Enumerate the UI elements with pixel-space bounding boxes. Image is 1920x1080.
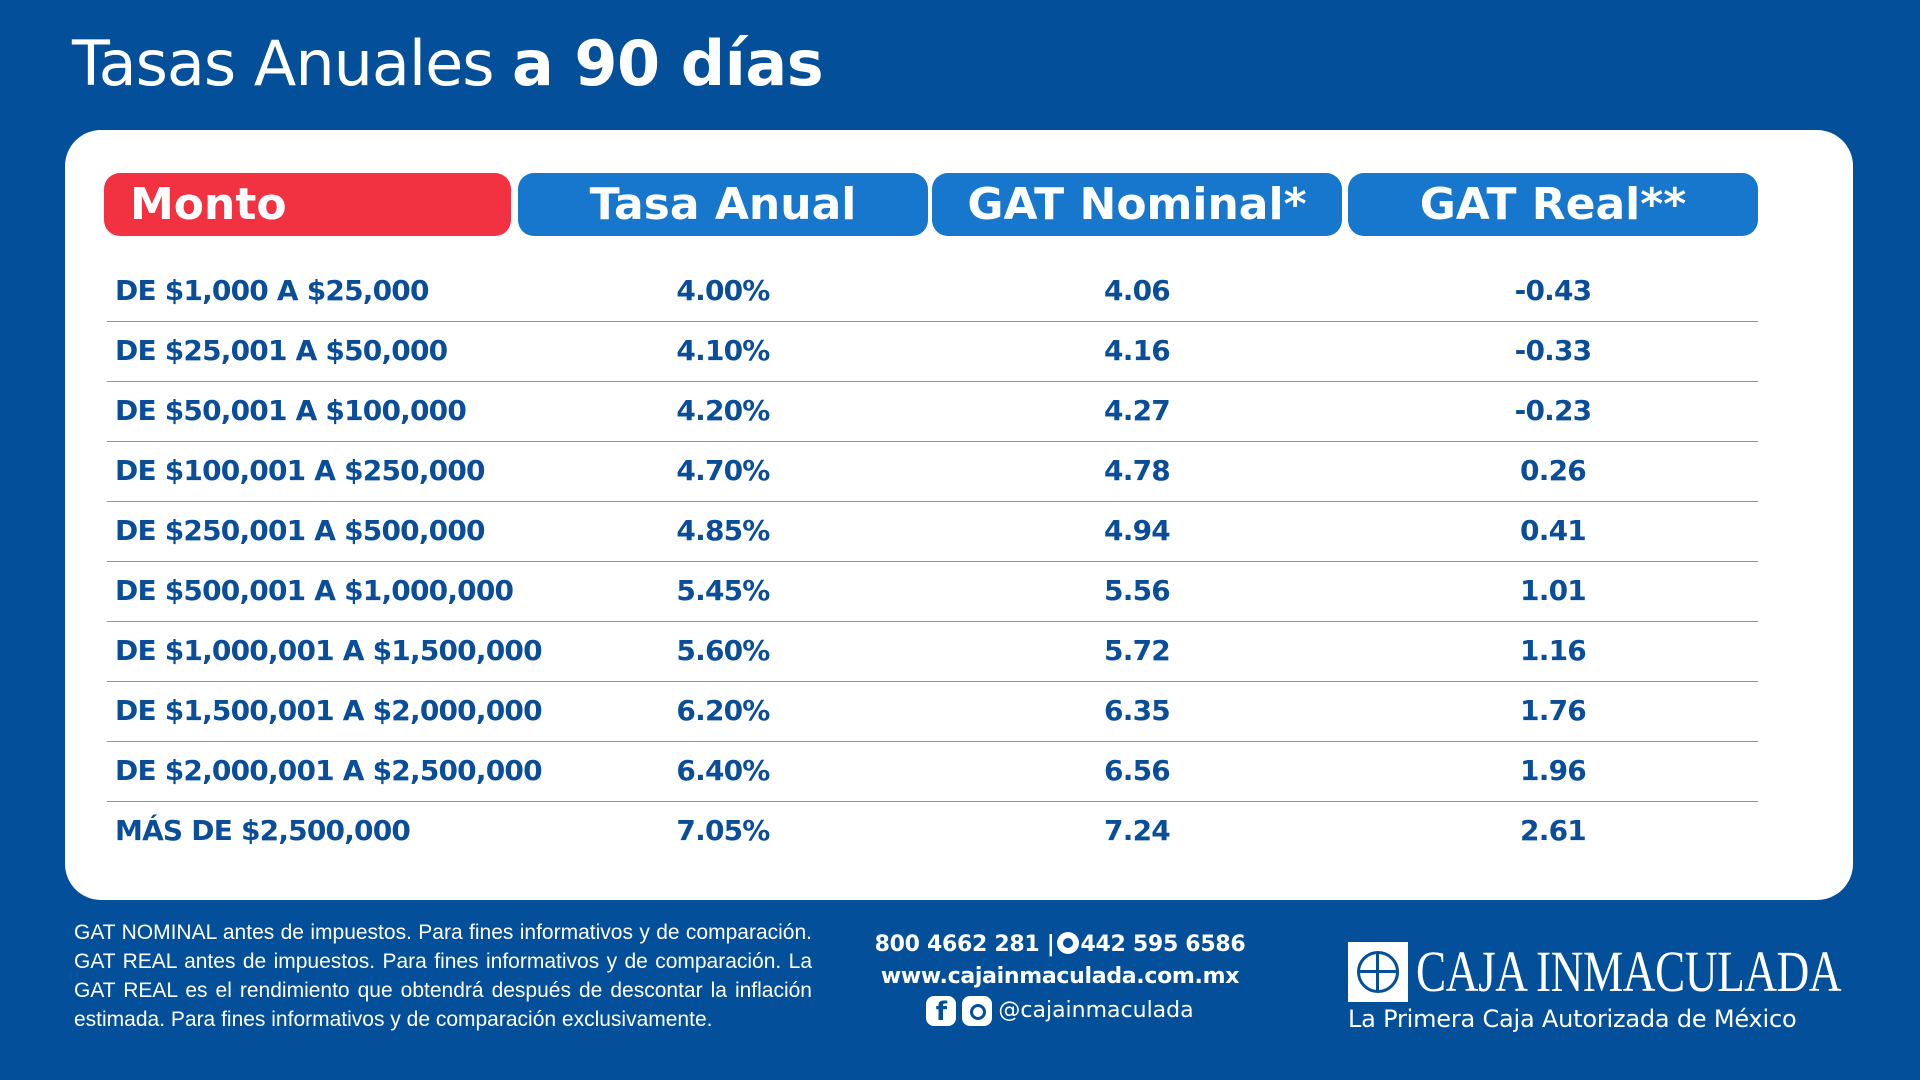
cell-tasa-anual: 4.20% <box>676 394 770 427</box>
cell-gat-real: 2.61 <box>1520 814 1587 847</box>
website-link[interactable]: www.cajainmaculada.com.mx <box>880 964 1240 989</box>
whatsapp-icon <box>1056 932 1079 954</box>
instagram-icon[interactable] <box>962 996 993 1026</box>
cell-monto: DE $1,500,001 A $2,000,000 <box>115 694 543 727</box>
header-gat-real: GAT Real** <box>1348 173 1758 236</box>
cell-monto: DE $1,000,001 A $1,500,000 <box>115 634 543 667</box>
logo-tagline: La Primera Caja Autorizada de México <box>1348 1005 1797 1033</box>
cell-gat-real: -0.23 <box>1514 394 1593 427</box>
cell-gat-nominal: 7.24 <box>1104 814 1171 847</box>
header-gat-nominal: GAT Nominal* <box>932 173 1342 236</box>
contact-block: 800 4662 281 | 442 595 6586 www.cajainmac… <box>860 928 1260 1030</box>
cell-monto: MÁS DE $2,500,000 <box>115 814 411 847</box>
table-row: DE $1,500,001 A $2,000,000 6.20% 6.35 1.76 <box>107 682 1758 742</box>
cell-gat-nominal: 4.16 <box>1104 334 1171 367</box>
table-row: DE $2,000,001 A $2,500,000 6.40% 6.56 1.96 <box>107 742 1758 802</box>
cell-tasa-anual: 6.20% <box>676 694 770 727</box>
cell-tasa-anual: 4.85% <box>676 514 770 547</box>
cell-tasa-anual: 4.00% <box>676 274 770 307</box>
whatsapp-number[interactable]: 442 595 6586 <box>1080 932 1246 957</box>
title-bold: a 90 días <box>511 27 824 100</box>
cell-monto: DE $50,001 A $100,000 <box>115 394 467 427</box>
title-light: Tasas Anuales <box>72 27 495 100</box>
cell-gat-real: 1.76 <box>1520 694 1587 727</box>
rates-card: Monto Tasa Anual GAT Nominal* GAT Real**… <box>65 130 1853 900</box>
phone-line: 800 4662 281 | 442 595 6586 <box>860 928 1260 962</box>
cell-gat-real: 0.41 <box>1520 514 1587 547</box>
cell-gat-real: -0.33 <box>1514 334 1593 367</box>
cell-gat-real: 1.16 <box>1520 634 1587 667</box>
cell-tasa-anual: 5.60% <box>676 634 770 667</box>
table-row: DE $50,001 A $100,000 4.20% 4.27 -0.23 <box>107 382 1758 442</box>
cell-gat-nominal: 6.56 <box>1104 754 1171 787</box>
social-handle[interactable]: @cajainmaculada <box>998 998 1194 1023</box>
page-title: Tasas Anuales a 90 días <box>72 22 824 104</box>
cell-monto: DE $100,001 A $250,000 <box>115 454 486 487</box>
table-row: DE $25,001 A $50,000 4.10% 4.16 -0.33 <box>107 322 1758 382</box>
phone-separator: | <box>1046 932 1055 957</box>
cell-gat-nominal: 5.56 <box>1104 574 1171 607</box>
cell-monto: DE $250,001 A $500,000 <box>115 514 486 547</box>
table-row: MÁS DE $2,500,000 7.05% 7.24 2.61 <box>107 802 1758 862</box>
cell-gat-nominal: 4.94 <box>1104 514 1171 547</box>
phone-number[interactable]: 800 4662 281 <box>874 932 1040 957</box>
cell-gat-nominal: 4.06 <box>1104 274 1171 307</box>
cell-gat-nominal: 4.78 <box>1104 454 1171 487</box>
cell-gat-real: -0.43 <box>1514 274 1593 307</box>
table-row: DE $1,000,001 A $1,500,000 5.60% 5.72 1.16 <box>107 622 1758 682</box>
header-tasa-anual: Tasa Anual <box>518 173 928 236</box>
table-row: DE $500,001 A $1,000,000 5.45% 5.56 1.01 <box>107 562 1758 622</box>
cell-tasa-anual: 4.70% <box>676 454 770 487</box>
cell-monto: DE $25,001 A $50,000 <box>115 334 448 367</box>
disclaimer-text: GAT NOMINAL antes de impuestos. Para fin… <box>74 921 812 1031</box>
rates-table-body: DE $1,000 A $25,000 4.00% 4.06 -0.43 DE $25,… <box>107 262 1758 862</box>
table-row: DE $1,000 A $25,000 4.00% 4.06 -0.43 <box>107 262 1758 322</box>
logo-emblem-icon <box>1348 942 1408 1002</box>
cell-gat-nominal: 6.35 <box>1104 694 1171 727</box>
logo-name: CAJA INMACULADA <box>1416 939 1842 1004</box>
brand-logo: CAJA INMACULADA La Primera Caja Autoriza… <box>1348 942 1858 1034</box>
social-line: @cajainmaculada <box>860 992 1260 1030</box>
facebook-icon[interactable] <box>926 996 957 1028</box>
cell-tasa-anual: 6.40% <box>676 754 770 787</box>
cell-gat-real: 1.96 <box>1520 754 1587 787</box>
cell-monto: DE $1,000 A $25,000 <box>115 274 429 307</box>
cell-monto: DE $2,000,001 A $2,500,000 <box>115 754 543 787</box>
cell-monto: DE $500,001 A $1,000,000 <box>115 574 514 607</box>
cell-gat-nominal: 5.72 <box>1104 634 1171 667</box>
table-row: DE $100,001 A $250,000 4.70% 4.78 0.26 <box>107 442 1758 502</box>
cell-gat-real: 0.26 <box>1520 454 1587 487</box>
cell-gat-nominal: 4.27 <box>1104 394 1171 427</box>
header-monto: Monto <box>104 173 511 236</box>
table-row: DE $250,001 A $500,000 4.85% 4.94 0.41 <box>107 502 1758 562</box>
cell-gat-real: 1.01 <box>1520 574 1587 607</box>
cell-tasa-anual: 7.05% <box>676 814 770 847</box>
cell-tasa-anual: 4.10% <box>676 334 770 367</box>
cell-tasa-anual: 5.45% <box>676 574 770 607</box>
